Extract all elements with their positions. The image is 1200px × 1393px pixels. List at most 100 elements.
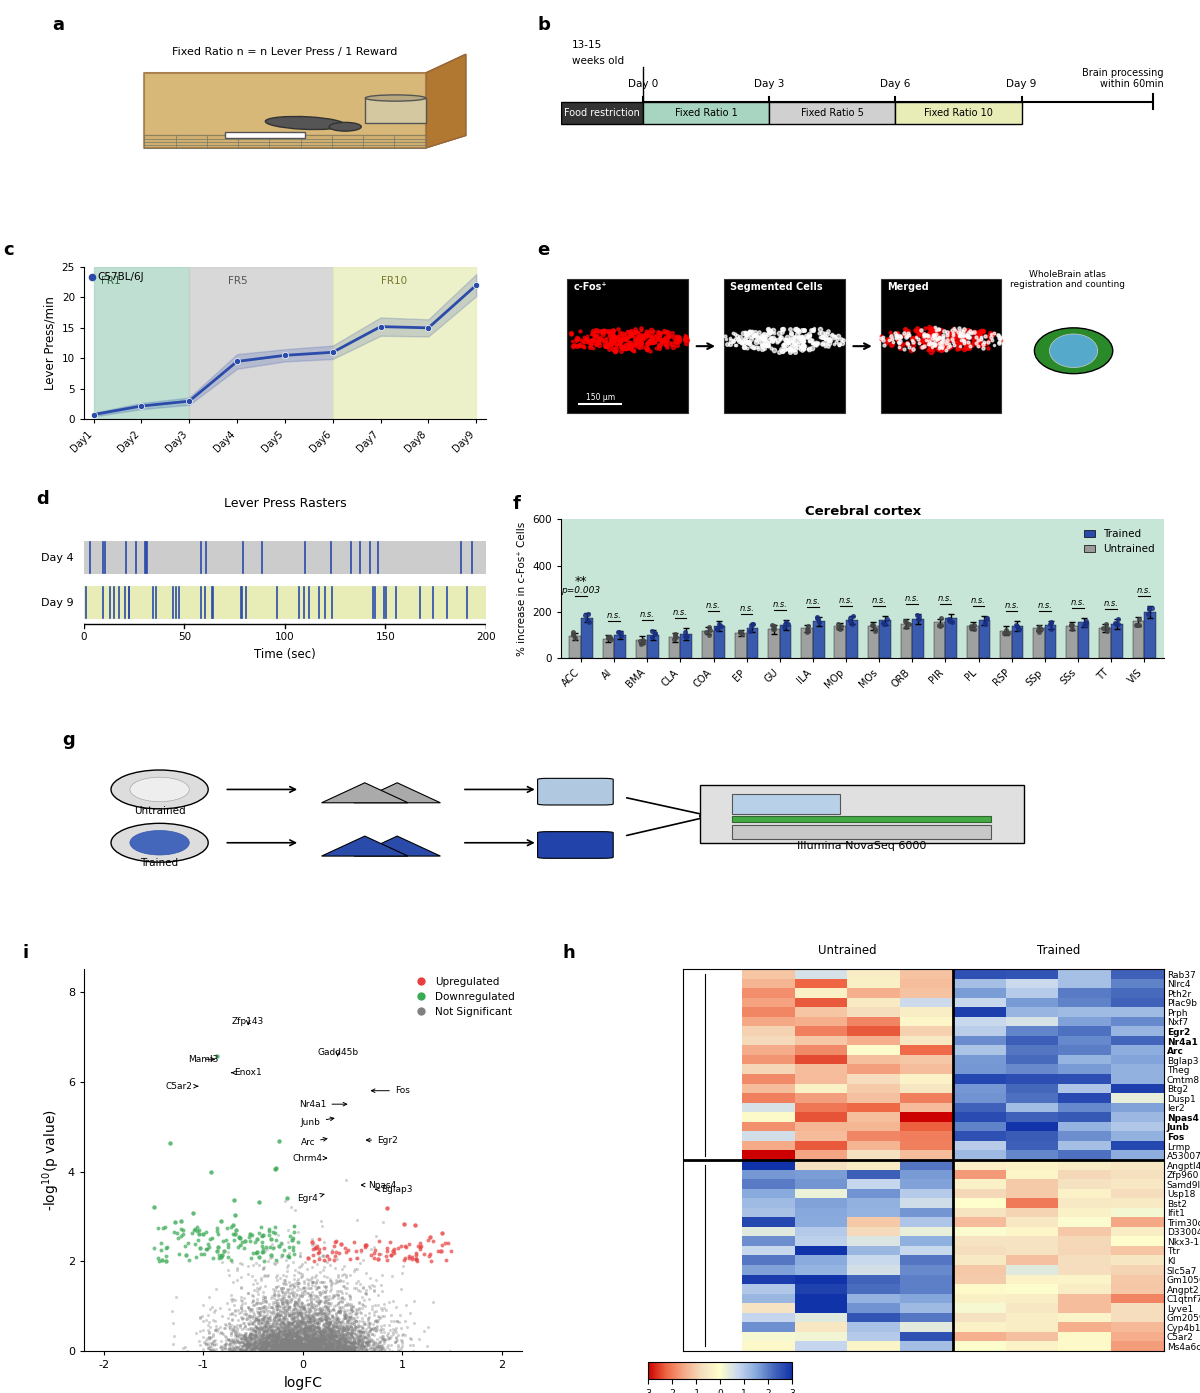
Point — [865, 617, 884, 639]
Point — [366, 1224, 385, 1247]
Point — [256, 1328, 275, 1350]
Point — [626, 330, 646, 352]
Point — [221, 1329, 240, 1351]
Point — [276, 1330, 295, 1353]
Point — [1076, 612, 1096, 634]
Point — [342, 1319, 361, 1341]
Point — [356, 1334, 376, 1357]
Point — [278, 1334, 298, 1357]
Point — [926, 329, 946, 351]
Point — [310, 1329, 329, 1351]
Point — [320, 1334, 340, 1357]
Point — [272, 1337, 292, 1360]
Point — [929, 333, 948, 355]
Point — [618, 332, 637, 354]
Point — [304, 1326, 323, 1348]
Point — [317, 1336, 336, 1358]
Bar — [647, 635, 659, 659]
Point — [289, 1332, 308, 1354]
Point — [352, 1307, 371, 1329]
Point — [354, 1336, 373, 1358]
Point — [940, 337, 959, 359]
Point — [932, 336, 952, 358]
Point — [322, 1333, 341, 1355]
Point — [397, 1236, 416, 1258]
Point — [743, 336, 762, 358]
Point — [283, 1339, 302, 1361]
Point — [606, 337, 625, 359]
Point — [352, 1333, 371, 1355]
Point — [289, 1328, 308, 1350]
Point — [265, 1309, 284, 1332]
Point — [245, 1332, 264, 1354]
Point — [320, 1311, 340, 1333]
Point — [317, 1314, 336, 1336]
Point — [384, 1309, 403, 1332]
Point — [628, 332, 647, 354]
Point — [316, 1332, 335, 1354]
Point — [292, 1337, 311, 1360]
Point — [272, 1301, 292, 1323]
Point — [288, 1261, 307, 1283]
Point — [762, 337, 781, 359]
Point — [299, 1316, 318, 1339]
Point — [354, 1325, 373, 1347]
Point — [280, 1275, 299, 1297]
Point — [274, 1330, 293, 1353]
Text: Enox1: Enox1 — [232, 1068, 262, 1077]
Point — [304, 1304, 323, 1326]
Point — [288, 1319, 307, 1341]
Point — [272, 1323, 292, 1346]
Point — [247, 1241, 266, 1263]
Point — [266, 1318, 286, 1340]
Point — [792, 327, 811, 350]
Point — [670, 330, 689, 352]
Point — [253, 1289, 272, 1311]
Point — [776, 329, 796, 351]
Point — [325, 1329, 344, 1351]
Point — [319, 1323, 338, 1346]
Point — [200, 1315, 220, 1337]
Point — [286, 1258, 305, 1280]
Point — [323, 1321, 342, 1343]
Point — [334, 1322, 353, 1344]
Point — [300, 1316, 319, 1339]
Point — [272, 1314, 292, 1336]
Point — [302, 1304, 322, 1326]
Point — [814, 332, 833, 354]
Point — [354, 1321, 373, 1343]
Point — [292, 1339, 311, 1361]
Point — [292, 1336, 311, 1358]
Point — [764, 322, 784, 344]
Point — [271, 1311, 290, 1333]
Point — [272, 1333, 292, 1355]
Point — [287, 1307, 306, 1329]
Point — [250, 1308, 269, 1330]
Point — [754, 329, 773, 351]
Point — [296, 1333, 316, 1355]
Bar — [901, 624, 912, 659]
Point — [262, 1321, 281, 1343]
Point — [311, 1290, 330, 1312]
Point — [616, 327, 635, 350]
Point — [301, 1334, 320, 1357]
Point — [930, 332, 949, 354]
Point — [226, 1325, 245, 1347]
Point — [280, 1316, 299, 1339]
Point — [307, 1340, 326, 1362]
Point — [269, 1304, 288, 1326]
Point — [301, 1334, 320, 1357]
Point — [332, 1339, 352, 1361]
Point — [272, 1244, 292, 1266]
Point — [353, 1319, 372, 1341]
Point — [276, 1326, 295, 1348]
Point — [595, 334, 614, 357]
Point — [305, 1334, 324, 1357]
Point — [288, 1323, 307, 1346]
Point — [316, 1337, 335, 1360]
Point — [276, 1318, 295, 1340]
Point — [263, 1334, 282, 1357]
Point — [275, 1332, 294, 1354]
Point — [354, 1311, 373, 1333]
Point — [822, 323, 841, 345]
